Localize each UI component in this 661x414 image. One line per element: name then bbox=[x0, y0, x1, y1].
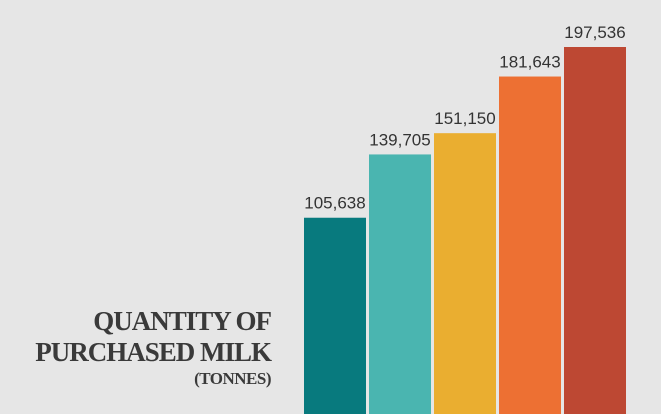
chart-title-line-1: QUANTITY OF bbox=[93, 306, 272, 336]
bar-3 bbox=[434, 133, 496, 414]
bar-4 bbox=[499, 76, 561, 414]
bar-2 bbox=[369, 154, 431, 414]
value-label-2: 139,705 bbox=[369, 130, 430, 149]
value-label-1: 105,638 bbox=[304, 194, 365, 213]
value-label-5: 197,536 bbox=[564, 23, 625, 42]
chart-title: QUANTITY OF PURCHASED MILK (TONNES) bbox=[35, 306, 272, 388]
chart-title-line-2: PURCHASED MILK bbox=[35, 337, 272, 367]
value-label-4: 181,643 bbox=[499, 53, 560, 72]
bar-1 bbox=[304, 217, 366, 414]
chart-unit-label: (TONNES) bbox=[194, 369, 271, 388]
bars-group bbox=[304, 47, 626, 414]
value-label-3: 151,150 bbox=[434, 109, 495, 128]
bar-5 bbox=[564, 47, 626, 414]
